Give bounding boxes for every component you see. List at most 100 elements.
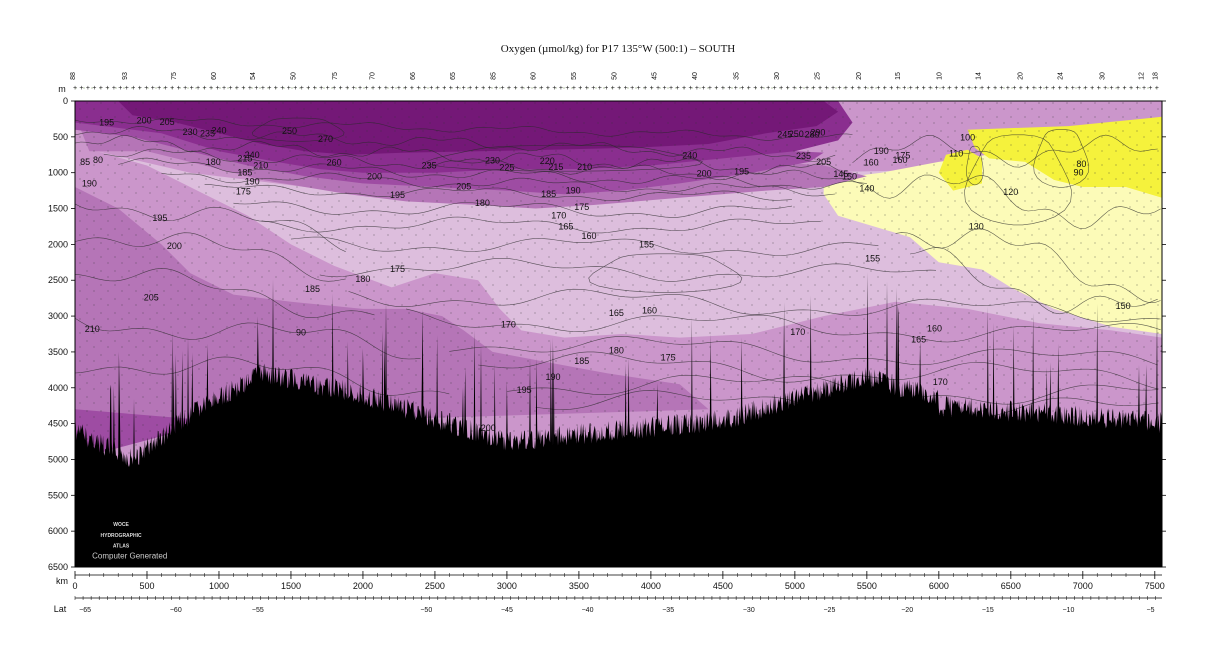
contour-label: 215: [548, 162, 563, 172]
station-marker: +: [656, 85, 660, 92]
station-marker: +: [138, 85, 142, 92]
contour-label: 210: [85, 324, 100, 334]
station-marker: +: [1051, 85, 1055, 92]
contour-label: 85: [80, 157, 90, 167]
station-marker: +: [371, 85, 375, 92]
y-tick-label: 5000: [48, 454, 68, 464]
station-marker: +: [773, 85, 777, 92]
contour-label: 190: [82, 178, 97, 188]
station-marker: +: [449, 85, 453, 92]
station-marker: +: [863, 85, 867, 92]
contour-label: 160: [864, 158, 879, 168]
station-marker: +: [403, 85, 407, 92]
station-marker: +: [961, 85, 965, 92]
contour-label: 110: [949, 148, 963, 158]
station-marker: +: [760, 85, 764, 92]
contour-label: 230: [183, 127, 198, 137]
x-tick-label: 500: [139, 581, 154, 591]
station-marker: +: [1084, 85, 1088, 92]
station-marker: +: [663, 85, 667, 92]
station-marker: +: [475, 85, 479, 92]
contour-label: 100: [960, 133, 975, 143]
contour-label: 250: [282, 126, 297, 136]
station-marker: +: [585, 85, 589, 92]
station-marker: +: [1077, 85, 1081, 92]
station-marker: +: [1155, 85, 1159, 92]
contour-label: 185: [574, 356, 589, 366]
latitude-axis: −65 −60 −55 −50 −45 −40 −35 −30 −25 −20 −15 −10 −5 La…: [54, 596, 1162, 614]
station-marker: +: [1110, 85, 1114, 92]
lat-tick-label: −15: [982, 607, 994, 614]
station-marker: +: [1116, 85, 1120, 92]
contour-line-12: [406, 308, 1161, 343]
contour-label: 190: [245, 176, 260, 186]
station-marker: +: [922, 85, 926, 92]
station-marker: +: [1064, 85, 1068, 92]
station-marker: +: [675, 85, 679, 92]
station-marker: +: [105, 85, 109, 92]
station-label: 30: [774, 72, 781, 80]
contour-label: 180: [609, 345, 624, 355]
station-marker: +: [1129, 85, 1133, 92]
y-tick-label: 3500: [48, 347, 68, 357]
contour-line-10: [319, 258, 937, 282]
station-label: 93: [122, 72, 129, 80]
contour-label: 235: [422, 161, 437, 171]
station-marker: +: [805, 85, 809, 92]
contour-label: 200: [481, 423, 496, 433]
station-marker: +: [611, 85, 615, 92]
station-label: 20: [856, 72, 863, 80]
station-marker: +: [831, 85, 835, 92]
station-marker: +: [79, 85, 83, 92]
contour-label: 240: [245, 150, 260, 160]
station-marker: +: [1045, 85, 1049, 92]
station-marker: +: [526, 85, 530, 92]
station-marker: +: [410, 85, 414, 92]
station-marker: +: [157, 85, 161, 92]
station-marker: +: [112, 85, 116, 92]
x-tick-label: 1500: [281, 581, 301, 591]
x-tick-label: 5500: [857, 581, 877, 591]
y-tick-label: 6000: [48, 526, 68, 536]
station-marker: +: [429, 85, 433, 92]
station-marker: +: [352, 85, 356, 92]
contour-label: 240: [682, 150, 697, 160]
x-tick-label: 6000: [929, 581, 949, 591]
contour-line-3: [103, 148, 865, 185]
contour-label: 205: [456, 181, 471, 191]
y-tick-label: 2000: [48, 239, 68, 249]
contour-label: 195: [734, 166, 749, 176]
lat-tick-label: −50: [420, 607, 432, 614]
contour-label: 190: [566, 186, 581, 196]
contour-loop-0: [966, 145, 984, 186]
station-marker: +: [727, 85, 731, 92]
station-marker: +: [1012, 85, 1016, 92]
station-marker: +: [974, 85, 978, 92]
station-marker: +: [747, 85, 751, 92]
watermark-line: WOCE: [113, 522, 129, 528]
station-marker: +: [1135, 85, 1139, 92]
station-marker: +: [1006, 85, 1010, 92]
station-marker: +: [883, 85, 887, 92]
station-marker: +: [183, 85, 187, 92]
contour-label: 170: [551, 211, 566, 221]
station-marker: +: [714, 85, 718, 92]
station-label: 40: [692, 72, 699, 80]
station-marker: +: [254, 85, 258, 92]
lat-tick-label: −40: [582, 607, 594, 614]
station-marker: +: [1103, 85, 1107, 92]
station-marker: +: [1058, 85, 1062, 92]
contour-label: 240: [211, 125, 226, 135]
station-marker: +: [734, 85, 738, 92]
station-marker: +: [986, 85, 990, 92]
station-marker: +: [753, 85, 757, 92]
station-label: 85: [490, 72, 497, 80]
station-marker: +: [617, 85, 621, 92]
station-marker: +: [144, 85, 148, 92]
contour-label: 175: [895, 150, 910, 160]
contour-label: 205: [144, 292, 159, 302]
station-marker: +: [604, 85, 608, 92]
contour-label: 180: [355, 274, 370, 284]
station-marker: +: [287, 85, 291, 92]
station-marker: +: [455, 85, 459, 92]
